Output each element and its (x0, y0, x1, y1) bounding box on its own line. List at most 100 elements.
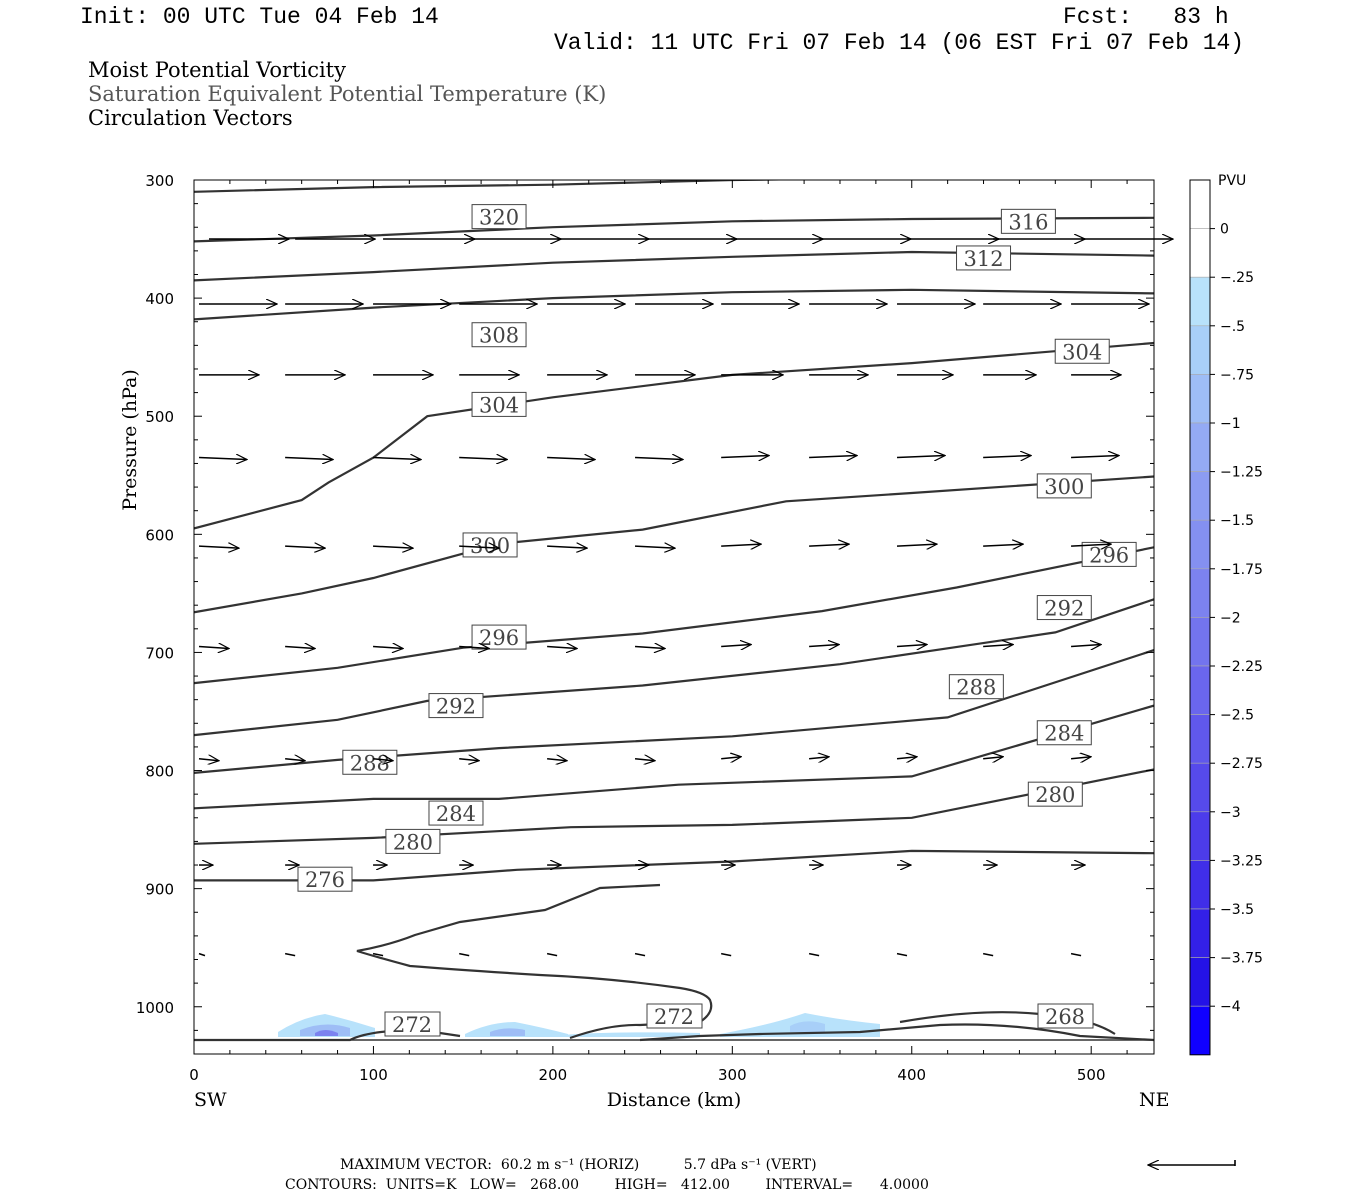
contour-label-276: 276 (297, 866, 353, 892)
colorbar-swatch (1189, 179, 1211, 229)
max-vector-note: MAXIMUM VECTOR: 60.2 m s⁻¹ (HORIZ) 5.7 d… (340, 1157, 817, 1173)
contour-label-296: 296 (471, 624, 527, 650)
vector-arrow (547, 647, 577, 649)
colorbar-swatch (1189, 471, 1211, 521)
svg-text:280: 280 (393, 830, 433, 854)
vector-arrow (1071, 757, 1091, 759)
y-tick-label: 400 (145, 290, 174, 308)
colorbar-swatch (1189, 762, 1211, 813)
contour-label-292: 292 (1036, 595, 1092, 621)
vector-arrow (1071, 645, 1101, 647)
svg-text:292: 292 (436, 695, 476, 719)
contour-label-320: 320 (471, 204, 527, 230)
contour-label-300: 300 (462, 532, 518, 558)
vector-arrow (198, 759, 219, 761)
ne-label: NE (1139, 1089, 1170, 1111)
colorbar-label: −2.5 (1220, 708, 1254, 724)
svg-text:296: 296 (479, 626, 519, 650)
vector-arrow (634, 759, 655, 761)
vector-arrow (635, 458, 683, 460)
vector-arrow (459, 759, 479, 761)
colorbar-label: −3.75 (1220, 951, 1263, 967)
vector-arrow (634, 952, 646, 957)
y-tick-label: 600 (145, 526, 174, 544)
vector-arrow (1071, 456, 1119, 458)
x-tick-label: 300 (718, 1066, 747, 1084)
vector-arrow (198, 546, 239, 548)
colorbar-label: −4 (1220, 999, 1241, 1015)
vector-arrow (373, 546, 413, 548)
field-title-mpv: Moist Potential Vorticity (88, 58, 346, 82)
x-tick-label: 100 (359, 1066, 388, 1084)
vector-arrow (285, 458, 333, 460)
vector-arrow (198, 458, 247, 460)
colorbar-swatch (1189, 908, 1211, 958)
axes: 300 400 500 600 700 800 900 1000 0 100 200 300 400 50… (136, 172, 1154, 1084)
contour-label-284: 284 (428, 800, 484, 826)
contour-label-296: 296 (1081, 541, 1137, 567)
contour-316 (194, 216, 1154, 243)
vector-arrow (547, 546, 587, 548)
vector-arrow (198, 647, 229, 649)
vector-arrow (634, 647, 665, 649)
svg-text:284: 284 (1044, 722, 1084, 746)
vector-arrow (983, 544, 1023, 546)
svg-text:292: 292 (1044, 597, 1084, 621)
vector-arrow (198, 952, 206, 957)
vector-arrow (983, 645, 1013, 647)
colorbar-label: −1.5 (1220, 513, 1254, 529)
colorbar-label: −1.75 (1220, 562, 1263, 578)
low-level-contours (194, 883, 1154, 1042)
vector-arrow (896, 952, 908, 957)
colorbar-label: −1.25 (1220, 465, 1263, 481)
field-title-vectors: Circulation Vectors (88, 106, 293, 130)
contour-label-312: 312 (956, 245, 1012, 271)
vector-arrow (547, 759, 567, 761)
y-tick-label: 1000 (136, 999, 174, 1017)
contour-312 (194, 250, 1154, 282)
colorbar-swatch (1189, 665, 1211, 715)
vector-arrow (285, 647, 315, 649)
contour-320 (194, 180, 815, 193)
contour-288 (194, 649, 1154, 774)
surface-contour-labels: 272 272 268 (384, 1003, 1094, 1037)
pv-shading (278, 1013, 880, 1037)
contour-label-300: 300 (1036, 473, 1092, 499)
colorbar-label: −.75 (1220, 367, 1254, 383)
vector-arrow (721, 456, 769, 458)
x-tick-label: 0 (189, 1066, 199, 1084)
colorbar-swatch (1189, 519, 1211, 570)
colorbar-swatch (1189, 422, 1211, 472)
vector-arrow (373, 458, 421, 460)
circulation-vectors (198, 239, 1173, 957)
y-tick-label: 800 (145, 763, 174, 781)
contour-304 (194, 341, 1154, 530)
vector-arrow (285, 546, 325, 548)
pv-colorbar: PVU 0 −.25 −.5 −.75 −1 −1.25 −1.5 −1.75 −2 −2.25 −2… (1189, 173, 1263, 1056)
contour-280 (194, 768, 1154, 845)
contour-label-288: 288 (342, 749, 398, 775)
vector-arrow (459, 546, 499, 548)
svg-text:268: 268 (1045, 1005, 1085, 1029)
vector-arrow (547, 458, 595, 460)
vector-arrow (459, 952, 470, 957)
x-axis-title: Distance (km) (607, 1089, 742, 1111)
y-tick-label: 500 (145, 408, 174, 426)
colorbar-label: −3.5 (1220, 902, 1254, 918)
vector-arrow (634, 546, 675, 548)
svg-text:304: 304 (1062, 340, 1102, 364)
vector-arrow (372, 952, 384, 957)
vector-arrow (896, 645, 927, 647)
field-title-theta-es: Saturation Equivalent Potential Temperat… (88, 82, 607, 106)
colorbar-swatch (1189, 276, 1211, 327)
vector-arrow (721, 952, 732, 957)
svg-text:300: 300 (470, 534, 510, 558)
contour-label-292: 292 (428, 693, 484, 719)
contour-label-280: 280 (1027, 781, 1083, 807)
svg-text:312: 312 (963, 247, 1003, 271)
svg-text:288: 288 (956, 676, 996, 700)
y-tick-label: 900 (145, 881, 174, 899)
colorbar-label: −2.25 (1220, 659, 1263, 675)
